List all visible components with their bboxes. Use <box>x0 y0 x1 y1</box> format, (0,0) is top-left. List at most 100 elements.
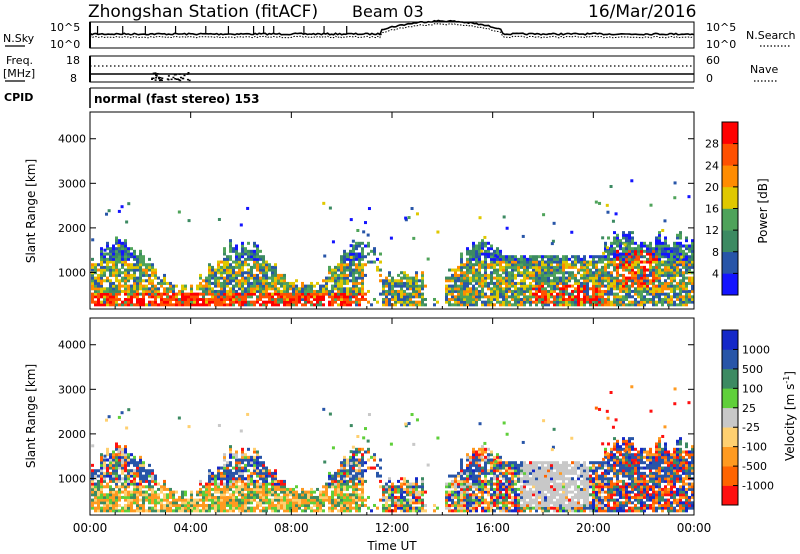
power-cell <box>352 292 355 296</box>
power-cell <box>148 300 151 304</box>
velocity-cell <box>349 469 352 473</box>
power-cell <box>151 263 154 267</box>
velocity-cell <box>307 498 310 502</box>
power-cell <box>310 300 313 304</box>
power-cell <box>226 279 229 283</box>
power-cell <box>109 300 112 304</box>
power-cell <box>481 284 484 288</box>
velocity-cell <box>217 482 220 486</box>
power-cell <box>139 249 142 253</box>
power-cell <box>136 276 139 280</box>
power-cell <box>619 287 622 291</box>
velocity-cell <box>358 458 361 462</box>
power-cell <box>598 268 601 272</box>
power-cell <box>361 241 364 245</box>
power-cell <box>385 284 388 288</box>
power-cell <box>520 257 523 261</box>
power-cell <box>259 289 262 293</box>
power-cell <box>526 265 529 269</box>
velocity-cell <box>511 482 514 486</box>
velocity-cell <box>313 495 316 499</box>
velocity-cell <box>241 458 244 462</box>
power-cell <box>91 287 94 291</box>
velocity-cell <box>151 469 154 473</box>
power-cell <box>451 279 454 283</box>
velocity-cell <box>319 509 322 513</box>
power-cell <box>412 236 416 240</box>
power-cell <box>262 279 265 283</box>
power-cell <box>256 279 259 283</box>
velocity-cell <box>304 506 307 510</box>
velocity-cell <box>244 487 247 491</box>
power-cell <box>565 279 568 283</box>
velocity-cell <box>124 495 127 499</box>
velocity-cell <box>406 493 409 497</box>
power-colorbar-tick-label: 16 <box>705 203 719 216</box>
power-cell <box>529 276 532 280</box>
power-cell <box>292 297 295 301</box>
velocity-cell <box>469 471 472 475</box>
velocity-cell <box>421 498 424 502</box>
power-cell <box>115 268 118 272</box>
power-cell <box>250 303 253 307</box>
power-cell <box>404 218 408 222</box>
velocity-cell <box>382 498 385 502</box>
velocity-cell <box>145 477 148 481</box>
velocity-cell <box>226 477 229 481</box>
power-cell <box>679 231 682 235</box>
power-cell <box>106 287 109 291</box>
velocity-cell <box>280 506 283 510</box>
power-cell <box>235 289 238 293</box>
power-cell <box>547 265 550 269</box>
power-cell <box>682 297 685 301</box>
power-cell <box>277 303 280 307</box>
power-cell <box>343 268 346 272</box>
velocity-cell <box>184 506 187 510</box>
power-cell <box>373 252 376 256</box>
velocity-cell <box>220 495 223 499</box>
power-cell <box>418 284 421 288</box>
velocity-cell <box>190 503 193 507</box>
power-cell <box>136 260 139 264</box>
power-cell <box>658 273 661 277</box>
velocity-cell <box>103 463 106 467</box>
power-cell <box>421 284 424 288</box>
power-cell <box>676 287 679 291</box>
power-cell <box>349 263 352 267</box>
power-cell <box>349 255 353 259</box>
power-cell <box>409 279 412 283</box>
power-cell <box>661 292 664 296</box>
power-cell <box>112 257 115 261</box>
velocity-cell <box>154 509 157 513</box>
power-cell <box>508 287 511 291</box>
velocity-cell <box>403 495 406 499</box>
power-cell <box>241 279 244 283</box>
velocity-cell <box>352 490 355 494</box>
power-cell <box>448 297 451 301</box>
power-cell <box>286 303 289 307</box>
power-cell <box>688 244 691 248</box>
power-cell <box>673 241 676 245</box>
power-cell <box>637 281 640 285</box>
power-cell <box>421 279 424 283</box>
velocity-cell <box>232 495 235 499</box>
velocity-cell <box>235 469 238 473</box>
power-cell <box>517 268 520 272</box>
velocity-cell <box>259 482 262 486</box>
velocity-cell <box>217 506 220 510</box>
power-cell <box>256 297 259 301</box>
velocity-cell <box>172 495 175 499</box>
velocity-cell <box>259 471 262 475</box>
velocity-cell <box>337 498 340 502</box>
power-cell <box>253 279 256 283</box>
velocity-cell <box>148 493 151 497</box>
power-cell <box>550 257 553 261</box>
power-cell <box>232 268 235 272</box>
power-cell <box>235 295 238 299</box>
power-cell <box>544 263 547 267</box>
power-cell <box>91 268 94 272</box>
velocity-cell <box>274 493 277 497</box>
velocity-cell <box>403 509 406 513</box>
velocity-cell <box>466 463 469 467</box>
power-cell <box>625 249 628 253</box>
